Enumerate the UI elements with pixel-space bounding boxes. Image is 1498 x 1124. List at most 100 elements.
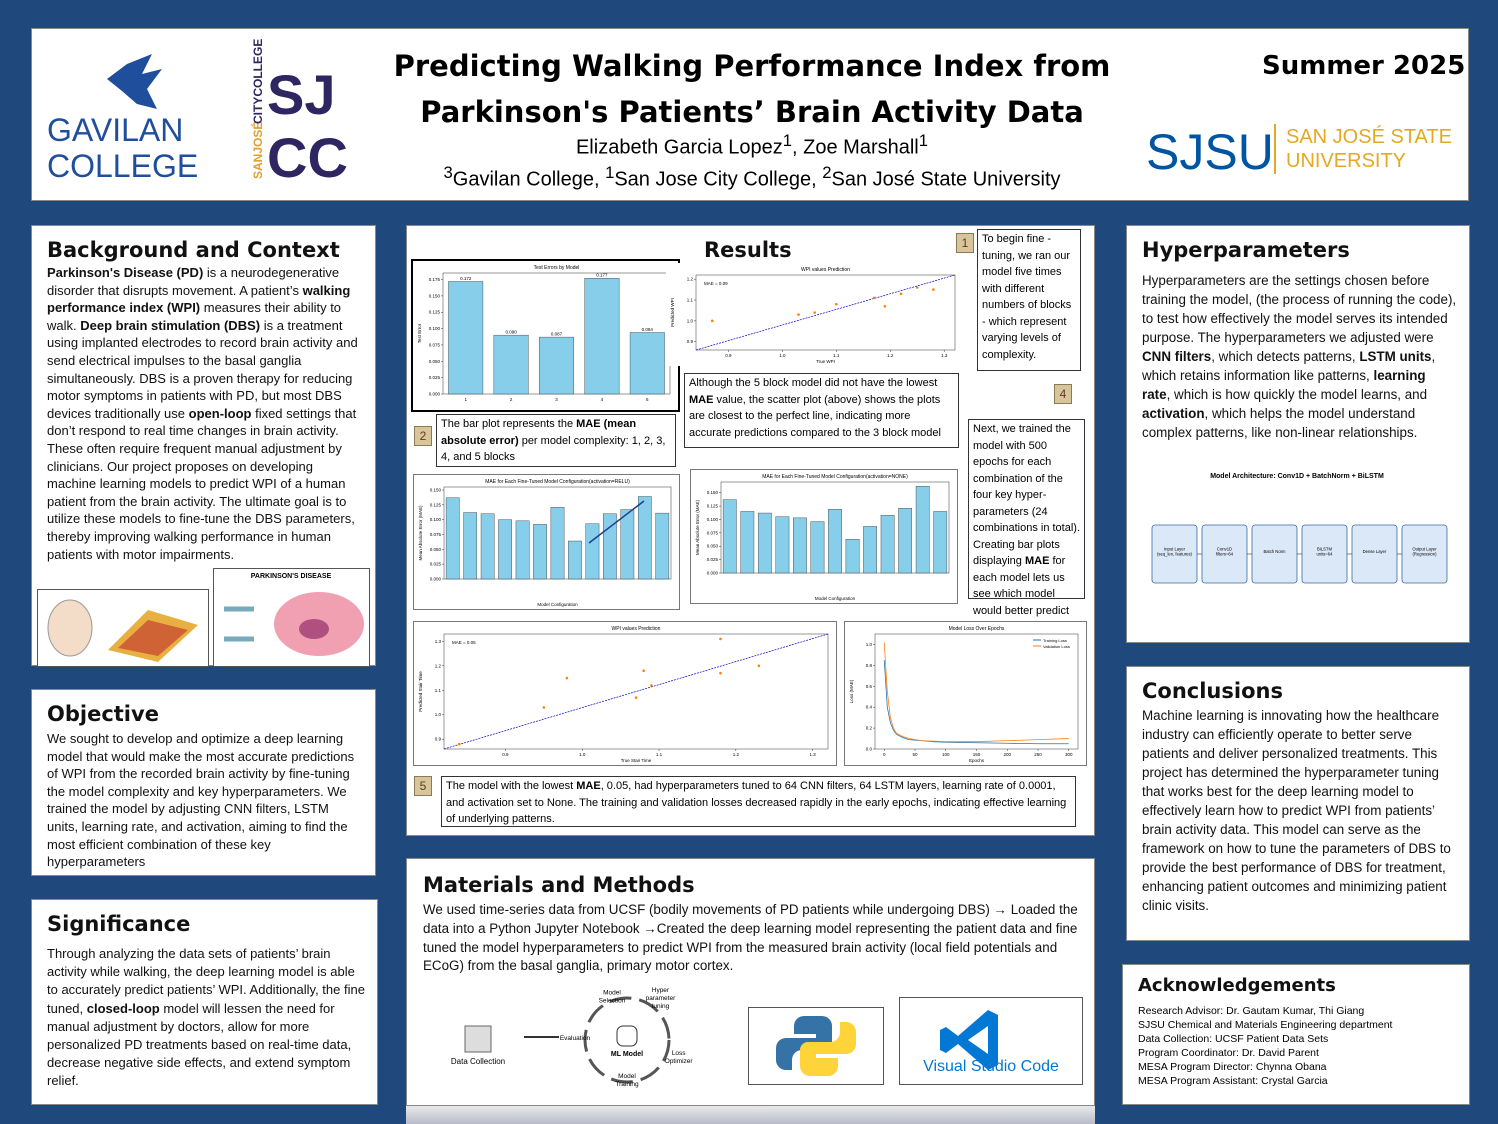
bold-text: open-loop [188,405,252,421]
text: Gavilan College, [452,168,606,191]
acknowledgement: Program Coordinator: Dr. David Parent [1138,1047,1319,1059]
text: Next, we trained the model with 500 epoc… [973,423,1080,567]
y-tick-label: 0.150 [429,293,441,298]
point [642,669,645,673]
plot-area [443,633,829,750]
paragraph: Hyperparameters are the settings chosen … [1142,271,1457,442]
y-tick-label: 0.050 [707,544,719,549]
node-label: Output Layer [1412,547,1437,552]
callout: Although the 5 block model did not have … [684,373,959,448]
bar [585,523,600,580]
paragraph: Parkinson's Disease (PD) is a neurodegen… [47,264,362,563]
x-tick-label: 2 [510,397,513,402]
header: GAVILAN COLLEGE SANJOSÉ CITYCOLLEGE SJ C… [31,28,1469,201]
y-tick-label: 1.2 [435,663,442,668]
workflow-label: Data Collection [451,1057,505,1066]
acknowledgement-list: Research Advisor: Dr. Gautam Kumar, Thi … [1138,1004,1392,1088]
acknowledgement: SJSU Chemical and Materials Engineering … [1138,1019,1393,1031]
bold-text: CNN filters [1142,349,1212,364]
chart: Test Errors by Model 0.000 0.025 0.050 0.075… [411,259,680,412]
value-label: 0.087 [551,332,563,337]
acknowledgements-panel: Acknowledgements Research Advisor: Dr. G… [1122,964,1470,1105]
chart-title: MAE for Each Fine-Tuned Model Configurat… [485,479,630,485]
significance-panel: Significance Through analyzing the data … [31,899,378,1105]
x-tick-label: 0.9 [502,752,509,757]
bar [493,334,529,395]
point [710,319,714,323]
x-tick-label: 1 [464,397,467,402]
text: We used time-series data from UCSF (bodi… [423,902,1078,974]
node-label: Conv1D [1217,547,1232,552]
y-tick-label: 0.150 [707,490,719,495]
point [565,676,569,680]
text: San José State University [831,168,1061,191]
node-label: (Regression) [1413,552,1438,557]
bar [845,539,860,574]
logo-text: Visual Studio Code [923,1058,1059,1075]
workflow-label: parameter [646,995,676,1002]
y-tick-label: 1.0 [435,712,442,717]
bar [445,497,460,580]
bar [793,517,807,574]
text: , which helps the model understand compl… [1142,406,1418,440]
x-tick-label: 3 [555,397,558,402]
paragraph: We sought to develop and optimize a deep… [47,730,362,871]
text: fixed settings that don’t respond to rea… [47,405,357,562]
chart-title: Model Loss Over Epochs [949,626,1005,632]
text: per model complexity: 1, 2, 3, 4, and 5 … [441,434,666,464]
point [883,304,887,308]
footer-strip [406,1106,1095,1124]
python-logo [748,1007,884,1085]
bar [828,509,842,574]
bold-text: Parkinson's Disease (PD) [47,265,204,280]
bar [757,512,772,574]
y-tick-label: 0.2 [866,726,873,731]
heading: Materials and Methods [423,873,695,897]
logo-text: SANJOSÉ [250,122,265,179]
point [797,313,800,316]
point [542,706,546,709]
y-tick-label: 1.0 [687,318,694,323]
bar [539,336,574,395]
workflow-label: Selection [599,998,626,1005]
bold-text: Deep brain stimulation (DBS) [80,317,261,333]
callout: The model with the lowest MAE, 0.05, had… [441,776,1076,827]
database-icon [464,1025,492,1053]
plot-area [874,633,1079,750]
bar [550,506,565,580]
x-tick-label: 1.3 [810,752,817,757]
legend-label: Validation Loss [1043,644,1070,649]
y-tick-label: 0.175 [429,277,441,282]
badge: 2 [414,426,432,446]
line [883,642,1069,743]
date: Summer 2025 [1262,51,1466,81]
heading: Acknowledgements [1138,975,1336,996]
y-axis-label: Test Error [417,323,422,343]
bold-text: learning rate [1142,368,1426,402]
y-tick-label: 0.0 [866,747,873,752]
title: Predicting Walking Performance Index fro… [362,43,1142,135]
point [650,684,653,687]
text: The model with the lowest [446,780,577,792]
y-tick-label: 0.125 [429,310,441,315]
logo-text: CC [267,126,348,189]
title-line: Parkinson's Patients’ Brain Activity Dat… [420,95,1084,129]
y-tick-label: 0.100 [429,326,441,331]
bar [863,526,877,574]
text: 1 [605,163,615,182]
node-label: Dense Layer [1363,549,1387,554]
x-tick-label: 300 [1065,752,1073,757]
badge: 4 [1054,384,1072,404]
results-panel: Results To begin fine - tuning, we ran o… [406,225,1095,836]
text: Although the 5 block model did not have … [689,377,938,389]
text: Through analyzing the data sets of patie… [47,946,365,1016]
workflow-label: tuning [652,1003,670,1010]
legend-label: Training Loss [1043,638,1067,643]
bar [775,516,790,574]
authors: Elizabeth Garcia Lopez1, Zoe Marshall1 [362,131,1142,160]
point [719,671,722,675]
bold-text: activation [1142,406,1205,421]
bar [620,509,635,580]
